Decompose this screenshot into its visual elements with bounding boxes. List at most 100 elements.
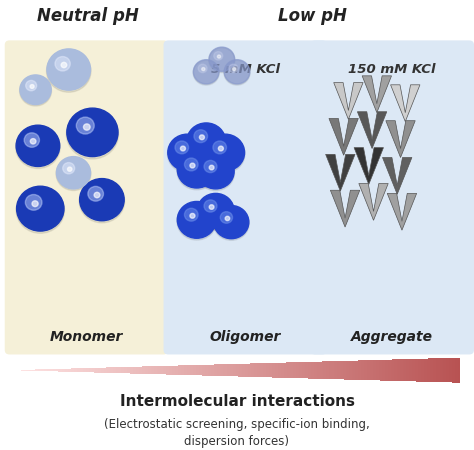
Polygon shape bbox=[326, 154, 355, 191]
Bar bbox=[307, 362, 308, 378]
Circle shape bbox=[67, 167, 72, 171]
Bar bbox=[111, 367, 113, 373]
Bar bbox=[380, 360, 382, 381]
Bar bbox=[371, 360, 373, 380]
Bar bbox=[439, 358, 440, 382]
Bar bbox=[352, 360, 353, 380]
Circle shape bbox=[88, 186, 103, 201]
Bar bbox=[110, 367, 111, 373]
Bar bbox=[169, 366, 170, 374]
Bar bbox=[212, 364, 214, 376]
Bar bbox=[239, 364, 241, 377]
Bar bbox=[428, 359, 430, 382]
Bar bbox=[436, 358, 437, 382]
Circle shape bbox=[197, 155, 235, 191]
Bar bbox=[149, 366, 151, 374]
Bar bbox=[346, 361, 347, 379]
Bar bbox=[295, 362, 296, 378]
Bar bbox=[179, 365, 181, 375]
Bar bbox=[237, 364, 239, 377]
Bar bbox=[74, 369, 75, 372]
Bar bbox=[201, 365, 203, 376]
Circle shape bbox=[209, 205, 214, 209]
Bar bbox=[124, 367, 125, 374]
Bar bbox=[299, 362, 301, 378]
Circle shape bbox=[204, 200, 217, 212]
Bar bbox=[160, 366, 161, 374]
Bar bbox=[119, 367, 120, 373]
Bar bbox=[29, 369, 30, 371]
Bar bbox=[84, 368, 86, 372]
Bar bbox=[266, 363, 268, 378]
Bar bbox=[320, 361, 322, 379]
Bar bbox=[61, 369, 62, 372]
Bar bbox=[278, 363, 280, 378]
Bar bbox=[129, 367, 131, 374]
Circle shape bbox=[26, 194, 42, 210]
Bar bbox=[353, 360, 355, 380]
Bar bbox=[224, 364, 226, 376]
Bar bbox=[259, 363, 260, 377]
Bar bbox=[422, 359, 424, 382]
Circle shape bbox=[46, 50, 91, 92]
Bar bbox=[443, 358, 445, 382]
Text: 5 mM KCl: 5 mM KCl bbox=[211, 63, 280, 76]
Bar bbox=[167, 366, 169, 374]
Circle shape bbox=[177, 152, 217, 190]
Bar bbox=[427, 359, 428, 382]
Bar bbox=[62, 369, 64, 372]
Bar bbox=[314, 362, 316, 379]
Bar bbox=[174, 365, 176, 375]
Circle shape bbox=[19, 76, 52, 106]
Bar bbox=[127, 367, 128, 374]
Bar bbox=[146, 366, 147, 374]
Bar bbox=[334, 361, 335, 379]
Bar bbox=[246, 364, 248, 377]
Bar bbox=[233, 364, 235, 376]
Bar bbox=[264, 363, 266, 377]
FancyBboxPatch shape bbox=[5, 40, 168, 355]
Bar bbox=[64, 369, 65, 372]
Bar bbox=[205, 365, 206, 376]
Bar bbox=[287, 362, 289, 378]
Bar bbox=[196, 365, 197, 375]
Bar bbox=[145, 366, 146, 374]
Text: Aggregate: Aggregate bbox=[351, 329, 433, 343]
Bar bbox=[191, 365, 192, 375]
Bar bbox=[116, 367, 118, 373]
Bar bbox=[341, 361, 343, 379]
Bar bbox=[344, 361, 346, 379]
Circle shape bbox=[16, 125, 60, 166]
Circle shape bbox=[186, 124, 226, 162]
Bar bbox=[448, 358, 449, 382]
Bar bbox=[424, 359, 425, 382]
Bar bbox=[332, 361, 334, 379]
Circle shape bbox=[47, 49, 91, 90]
Bar bbox=[415, 359, 416, 382]
Bar bbox=[308, 362, 310, 378]
Bar bbox=[208, 364, 209, 376]
Bar bbox=[301, 362, 302, 378]
Bar bbox=[122, 367, 124, 374]
Bar bbox=[331, 361, 332, 379]
Bar bbox=[206, 364, 208, 376]
Bar bbox=[219, 364, 221, 376]
Text: (Electrostatic screening, specific-ion binding,: (Electrostatic screening, specific-ion b… bbox=[104, 418, 370, 431]
Bar bbox=[66, 369, 68, 372]
Bar bbox=[140, 367, 142, 374]
Bar bbox=[48, 369, 50, 371]
Bar bbox=[406, 359, 407, 381]
Bar bbox=[50, 369, 52, 371]
Circle shape bbox=[168, 134, 207, 171]
Polygon shape bbox=[362, 76, 392, 112]
Bar bbox=[218, 364, 219, 376]
Bar bbox=[104, 368, 106, 373]
Bar bbox=[107, 368, 109, 373]
Bar bbox=[137, 367, 138, 374]
Bar bbox=[214, 364, 215, 376]
Bar bbox=[41, 369, 43, 371]
Bar bbox=[370, 360, 371, 380]
Bar bbox=[55, 369, 56, 371]
Bar bbox=[289, 362, 290, 378]
Bar bbox=[89, 368, 91, 373]
